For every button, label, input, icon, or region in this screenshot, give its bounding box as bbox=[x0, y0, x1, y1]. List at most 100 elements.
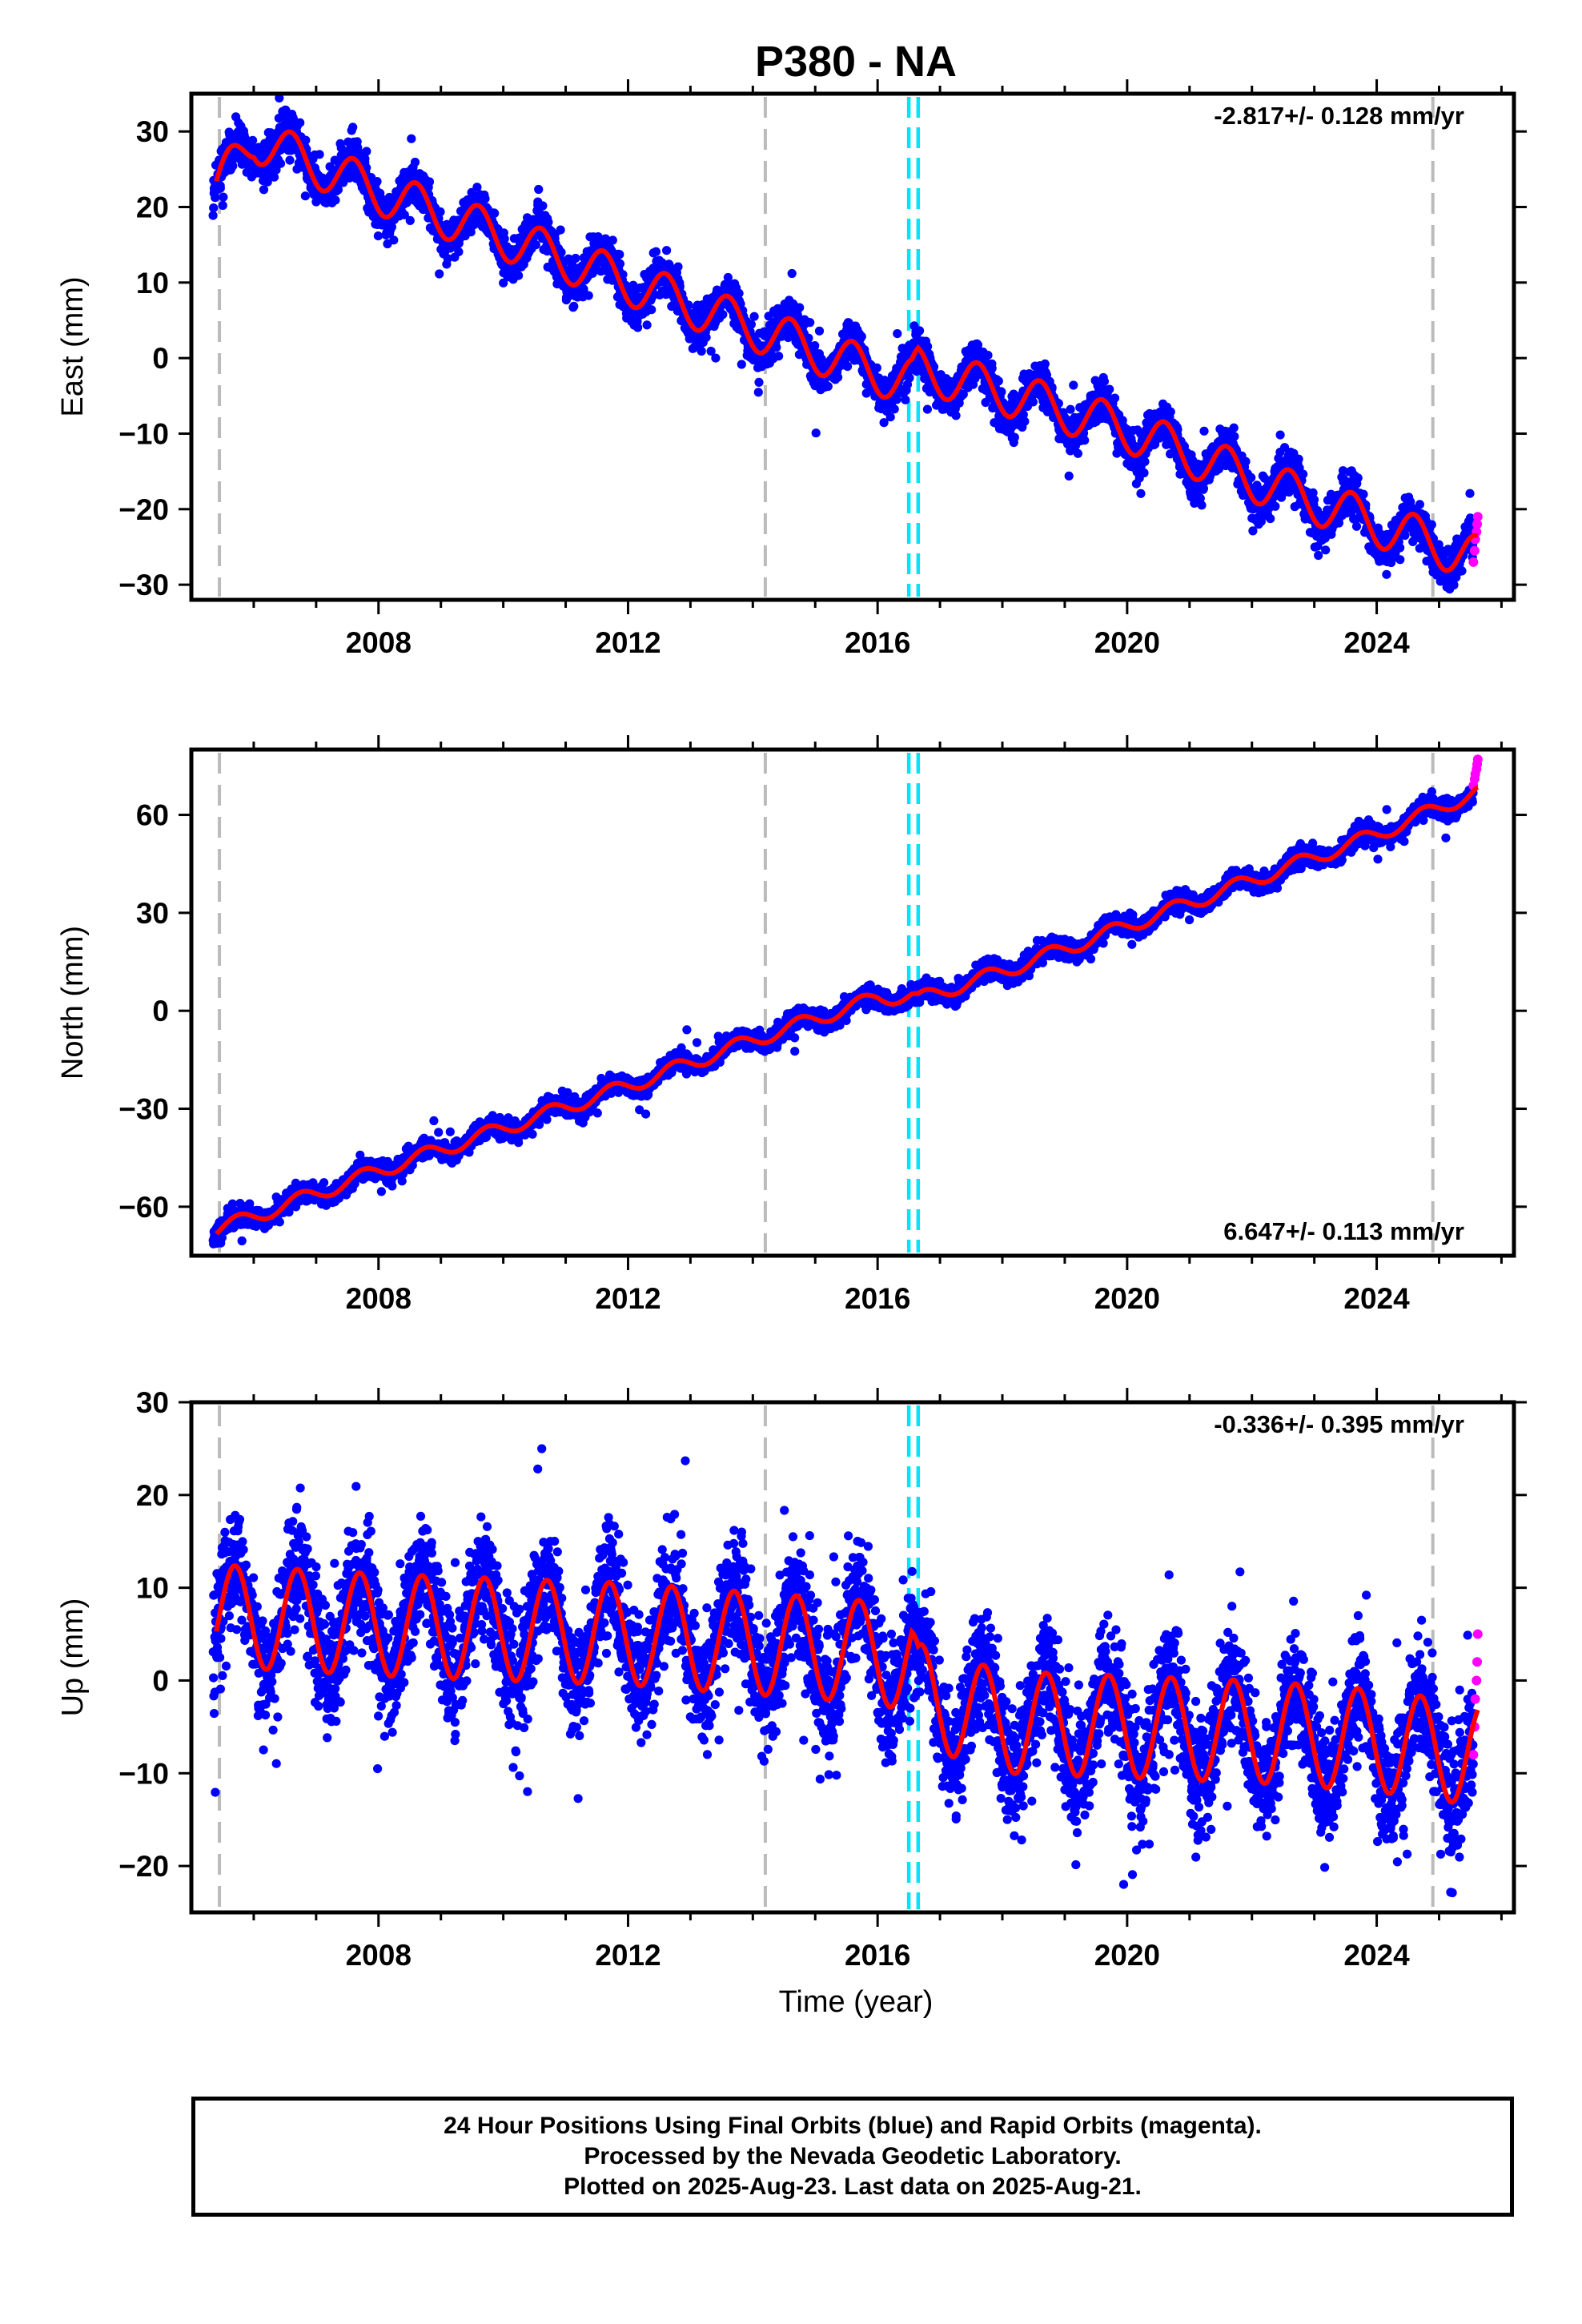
data-point bbox=[987, 364, 997, 373]
data-point bbox=[1247, 472, 1256, 483]
data-point bbox=[435, 269, 444, 279]
data-point bbox=[480, 194, 490, 203]
data-point bbox=[275, 94, 284, 103]
data-point bbox=[436, 207, 445, 217]
data-point bbox=[556, 247, 566, 257]
data-point bbox=[215, 183, 225, 193]
data-point bbox=[295, 118, 305, 127]
data-point bbox=[1139, 468, 1149, 478]
data-point bbox=[571, 253, 580, 263]
data-point bbox=[248, 135, 258, 145]
data-point bbox=[1241, 456, 1251, 466]
data-point bbox=[823, 381, 833, 392]
data-point bbox=[372, 177, 382, 187]
data-point bbox=[810, 341, 820, 351]
data-point bbox=[1359, 489, 1368, 499]
data-point bbox=[514, 271, 524, 280]
data-point bbox=[746, 320, 757, 329]
data-point bbox=[615, 259, 625, 268]
data-point bbox=[331, 195, 340, 205]
data-point bbox=[1353, 473, 1363, 483]
data-point bbox=[753, 388, 763, 397]
data-point bbox=[1229, 423, 1239, 432]
data-point bbox=[1166, 407, 1175, 416]
data-point bbox=[424, 177, 435, 187]
data-point bbox=[885, 412, 895, 422]
data-point bbox=[673, 262, 683, 271]
data-point bbox=[344, 173, 354, 183]
data-point bbox=[1393, 601, 1402, 609]
data-point bbox=[400, 210, 409, 219]
data-point bbox=[615, 250, 624, 259]
data-point bbox=[711, 353, 721, 363]
data-point bbox=[454, 247, 464, 256]
data-point bbox=[1395, 543, 1405, 553]
data-point bbox=[1099, 376, 1109, 386]
panel-east: 2008 2012 2016 2020 2024−30−20−100102030East… bbox=[56, 79, 1527, 659]
data-point bbox=[889, 404, 899, 414]
data-point bbox=[584, 291, 593, 300]
data-point bbox=[288, 114, 298, 123]
data-point bbox=[1314, 550, 1323, 561]
data-point bbox=[1110, 393, 1120, 403]
data-point bbox=[263, 177, 272, 187]
data-point bbox=[490, 208, 500, 218]
data-point bbox=[843, 362, 853, 372]
data-point bbox=[218, 200, 227, 211]
data-point bbox=[443, 254, 452, 263]
data-point bbox=[325, 162, 335, 171]
data-point bbox=[538, 201, 548, 211]
data-point bbox=[301, 135, 311, 145]
data-point bbox=[651, 247, 661, 256]
data-point bbox=[556, 225, 565, 235]
data-point bbox=[795, 303, 805, 312]
data-point bbox=[389, 235, 399, 245]
data-point bbox=[348, 123, 358, 132]
data-point bbox=[983, 351, 993, 360]
data-point bbox=[618, 270, 628, 279]
data-point bbox=[472, 183, 482, 192]
data-point bbox=[534, 184, 544, 195]
data-point bbox=[1080, 436, 1090, 445]
data-point bbox=[893, 329, 902, 339]
time-series-figure: P380 - NA 2008 2012 2016 2020 2024−30−20−100… bbox=[56, 38, 1527, 2019]
data-point bbox=[951, 411, 961, 420]
data-point bbox=[466, 227, 476, 237]
data-point bbox=[811, 428, 821, 438]
data-point bbox=[1064, 471, 1074, 481]
data-point bbox=[997, 387, 1006, 396]
data-point bbox=[1334, 518, 1343, 528]
data-point bbox=[1382, 569, 1391, 579]
data-point bbox=[718, 310, 728, 320]
data-point bbox=[333, 185, 343, 195]
data-point bbox=[1028, 397, 1038, 407]
data-point bbox=[1020, 416, 1030, 426]
data-point bbox=[787, 268, 797, 279]
data-point bbox=[833, 372, 843, 382]
data-point bbox=[749, 312, 759, 321]
data-point bbox=[1069, 380, 1078, 390]
data-point bbox=[387, 222, 396, 232]
data-point bbox=[499, 278, 508, 287]
data-point bbox=[405, 215, 415, 225]
data-point bbox=[1266, 514, 1275, 524]
data-point bbox=[531, 240, 540, 250]
data-point bbox=[1299, 469, 1308, 479]
data-point bbox=[1294, 454, 1303, 464]
data-point bbox=[697, 346, 706, 356]
data-point bbox=[544, 217, 553, 227]
data-point bbox=[608, 235, 617, 245]
data-point bbox=[410, 157, 420, 167]
data-point bbox=[1140, 456, 1150, 467]
data-point bbox=[1136, 489, 1146, 498]
data-point bbox=[269, 172, 279, 182]
data-point bbox=[1230, 432, 1239, 441]
data-point bbox=[1309, 495, 1319, 505]
data-point bbox=[647, 305, 656, 315]
data-point bbox=[701, 332, 711, 342]
data-point bbox=[922, 404, 932, 414]
data-point bbox=[901, 395, 910, 404]
data-point bbox=[642, 320, 652, 330]
data-point bbox=[857, 332, 866, 341]
data-point bbox=[500, 234, 509, 243]
